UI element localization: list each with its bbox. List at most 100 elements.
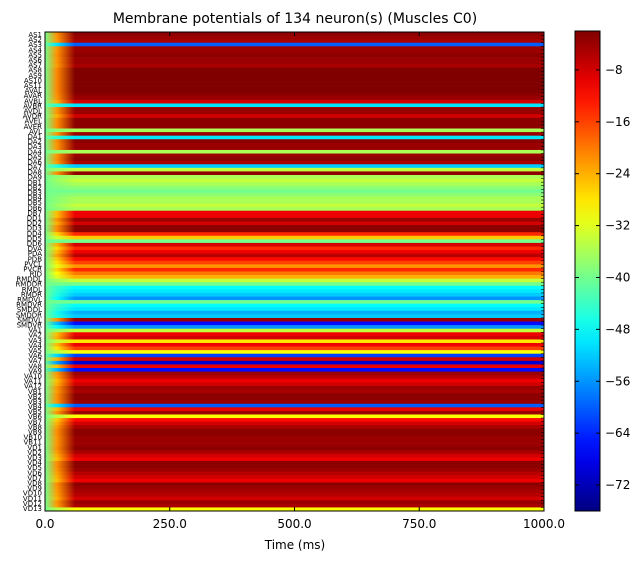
colorbar-gradient bbox=[574, 30, 601, 512]
heatmap-row bbox=[45, 253, 544, 258]
row-labels: AS1AS2AS3AS4AS5AS6AS7AS8AS9AS10AS11AVALA… bbox=[15, 31, 544, 513]
row-label: DB2 bbox=[27, 184, 42, 192]
heatmap-row bbox=[45, 267, 544, 272]
row-label: AS8 bbox=[28, 67, 42, 75]
heatmap-row bbox=[45, 103, 544, 108]
heatmap-row bbox=[45, 67, 544, 72]
row-label: VD5 bbox=[27, 464, 42, 472]
heatmap-row bbox=[45, 271, 544, 276]
heatmap-row bbox=[45, 192, 544, 197]
heatmap-row bbox=[45, 117, 544, 122]
row-label: VA9 bbox=[28, 367, 42, 375]
heatmap-row bbox=[45, 128, 544, 133]
heatmap-row bbox=[45, 217, 544, 222]
row-label: VD8 bbox=[27, 479, 42, 487]
heatmap-row bbox=[45, 185, 544, 190]
heatmap-row bbox=[45, 332, 544, 337]
row-label: AS5 bbox=[28, 51, 42, 59]
heatmap-row bbox=[45, 142, 544, 147]
heatmap-row bbox=[45, 99, 544, 104]
heatmap-row bbox=[45, 260, 544, 265]
row-label: VA12 bbox=[24, 383, 42, 391]
colorbar-tick-label: −32 bbox=[605, 219, 630, 233]
chart-title: Membrane potentials of 134 neuron(s) (Mu… bbox=[113, 11, 477, 27]
x-tick-label: 500.0 bbox=[277, 517, 311, 531]
heatmap-row bbox=[45, 364, 544, 369]
row-label: SMDVL bbox=[18, 316, 43, 324]
heatmap-row bbox=[45, 360, 544, 365]
row-label: DD4 bbox=[27, 230, 43, 238]
heatmap-row bbox=[45, 468, 544, 473]
row-label: VA4 bbox=[28, 342, 42, 350]
colorbar-tick-label: −24 bbox=[605, 167, 630, 181]
colorbar-tick-label: −40 bbox=[605, 270, 630, 284]
row-label: DD6 bbox=[27, 240, 43, 248]
heatmap-row bbox=[45, 410, 544, 415]
row-label: VA3 bbox=[28, 337, 42, 345]
row-label: AVBR bbox=[23, 102, 42, 110]
colorbar-tick-label: −48 bbox=[605, 322, 630, 336]
row-label: DD2 bbox=[27, 220, 42, 228]
heatmap-row bbox=[45, 350, 544, 355]
row-label: VB1 bbox=[28, 388, 42, 396]
row-label: AVAR bbox=[24, 92, 42, 100]
row-label: AS2 bbox=[28, 36, 42, 44]
heatmap-row bbox=[45, 164, 544, 169]
heatmap-row bbox=[45, 242, 544, 247]
colorbar: −8 −16 −24 −32 −40 −48 −56 −64 −72 bbox=[574, 30, 630, 512]
row-label: VB9 bbox=[28, 429, 42, 437]
row-label: RMDVR bbox=[16, 301, 42, 309]
heatmap-row bbox=[45, 225, 544, 229]
heatmap-row bbox=[45, 110, 544, 115]
heatmap-row bbox=[45, 503, 544, 508]
heatmap-row bbox=[45, 439, 544, 444]
heatmap-row bbox=[45, 357, 544, 362]
row-label: VD7 bbox=[27, 474, 42, 482]
heatmap-row bbox=[45, 149, 544, 154]
heatmap-row bbox=[45, 46, 544, 51]
heatmap-row bbox=[45, 153, 544, 158]
row-label: DA3 bbox=[27, 143, 42, 151]
heatmap-row bbox=[45, 421, 544, 426]
row-label: VB8 bbox=[28, 423, 42, 431]
row-label: VB10 bbox=[24, 434, 43, 442]
row-label: RMDDR bbox=[15, 281, 42, 289]
heatmap-row bbox=[45, 114, 544, 119]
heatmap-row bbox=[45, 325, 544, 330]
heatmap-row bbox=[45, 300, 544, 305]
row-label: AS7 bbox=[28, 62, 42, 70]
heatmap-row bbox=[45, 339, 544, 344]
heatmap-row bbox=[45, 92, 544, 97]
colorbar-tick-label: −72 bbox=[605, 478, 630, 492]
heatmap-row bbox=[45, 214, 544, 219]
heatmap-row bbox=[45, 460, 544, 465]
heatmap-row bbox=[45, 457, 544, 462]
row-label: DB7 bbox=[27, 209, 42, 217]
row-label: VA7 bbox=[28, 357, 42, 365]
heatmap-row bbox=[45, 407, 544, 412]
heatmap-row bbox=[45, 182, 544, 187]
row-label: DA4 bbox=[27, 148, 42, 156]
heatmap-row bbox=[45, 146, 544, 151]
heatmap-row bbox=[45, 428, 544, 433]
row-label: DB4 bbox=[27, 194, 42, 202]
row-label: AVDR bbox=[23, 113, 43, 121]
row-label: VD13 bbox=[23, 505, 42, 513]
heatmap-row bbox=[45, 64, 544, 69]
heatmap-row bbox=[45, 124, 544, 129]
row-label: AS9 bbox=[28, 72, 42, 80]
row-label: AVDL bbox=[24, 107, 43, 115]
heatmap-row bbox=[45, 303, 544, 308]
heatmap-row bbox=[45, 385, 544, 390]
x-tick-label: 750.0 bbox=[402, 517, 436, 531]
heatmap-row bbox=[45, 493, 544, 498]
heatmap-row bbox=[45, 228, 544, 233]
heatmap-row bbox=[45, 53, 544, 58]
heatmap-row bbox=[45, 89, 544, 94]
row-label: VD9 bbox=[27, 485, 42, 493]
row-label: VB11 bbox=[24, 439, 43, 447]
row-label: AS10 bbox=[24, 77, 42, 85]
row-label: VA1 bbox=[28, 327, 42, 335]
heatmap-row bbox=[45, 396, 544, 401]
